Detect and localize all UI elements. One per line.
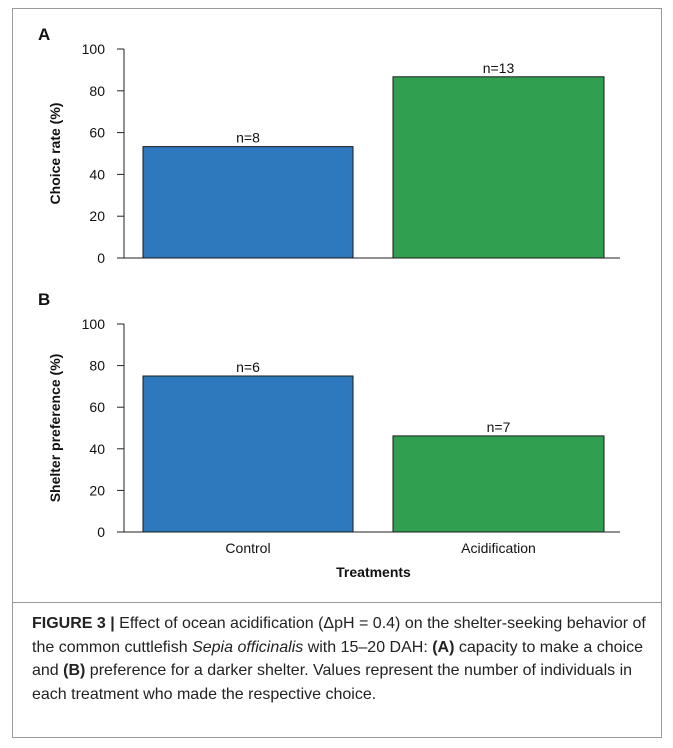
- caption-species: Sepia officinalis: [192, 638, 304, 656]
- caption-text-2: with 15–20 DAH:: [303, 638, 433, 656]
- panel-a-y-axis-title: Choice rate (%): [47, 103, 63, 205]
- panel-b-label: B: [38, 290, 50, 309]
- panel-b-y-tick-label: 80: [89, 358, 105, 374]
- caption-text-1: Effect of ocean acidification (ΔpH = 0.4…: [32, 615, 646, 656]
- bar-charts: A 0 20 40 60 80 100 Choice rate (%) n=8 n=13 B 0 20 4…: [38, 25, 620, 580]
- caption-text-3: capacity to make a choice and: [32, 638, 643, 680]
- panel-b-y-tick-label: 40: [89, 441, 105, 457]
- panel-b-bar-acidification: [392, 435, 605, 533]
- figure-frame: [12, 8, 662, 738]
- panel-a-y-tick-label: 0: [97, 250, 105, 266]
- caption-divider: [12, 602, 662, 603]
- panel-b-y-axis-title: Shelter preference (%): [47, 354, 63, 503]
- panel-b-y-tick-label: 0: [97, 524, 105, 540]
- panel-a-y-tick-label: 40: [89, 166, 105, 182]
- panel-b-x-axis-title: Treatments: [336, 564, 411, 580]
- panel-b-y-tick-label: 60: [89, 399, 105, 415]
- panel-b-y-tick-label: 100: [82, 316, 106, 332]
- panel-a-y-tick-label: 20: [89, 208, 105, 224]
- panel-a-data-label: n=13: [483, 60, 515, 76]
- panel-a-data-label: n=8: [236, 130, 260, 146]
- panel-a-label: A: [38, 25, 50, 44]
- panel-a-y-tick-label: 80: [89, 83, 105, 99]
- panel-b-bar-control: [142, 375, 354, 533]
- caption-text-4: preference for a darker shelter. Values …: [32, 662, 633, 703]
- panel-b-data-label: n=6: [236, 359, 260, 375]
- caption-label: FIGURE 3 |: [32, 615, 115, 632]
- caption-mark-a: (A): [432, 638, 455, 656]
- panel-a-bar-acidification: [392, 76, 605, 259]
- panel-b-x-tick-label: Acidification: [461, 540, 536, 556]
- panel-a-y-tick-label: 60: [89, 125, 105, 141]
- panel-b-x-tick-label: Control: [225, 540, 270, 556]
- figure-caption: FIGURE 3 | Effect of ocean acidification…: [32, 612, 650, 706]
- panel-a-bar-control: [142, 146, 354, 259]
- panel-b-data-label: n=7: [487, 419, 511, 435]
- panel-a-y-tick-label: 100: [82, 41, 106, 57]
- figure-panels: A 0 20 40 60 80 100 Choice rate (%) n=8 n=13 B 0 20 4…: [38, 25, 620, 580]
- panel-b-y-tick-label: 20: [89, 482, 105, 498]
- caption-mark-b: (B): [63, 662, 86, 679]
